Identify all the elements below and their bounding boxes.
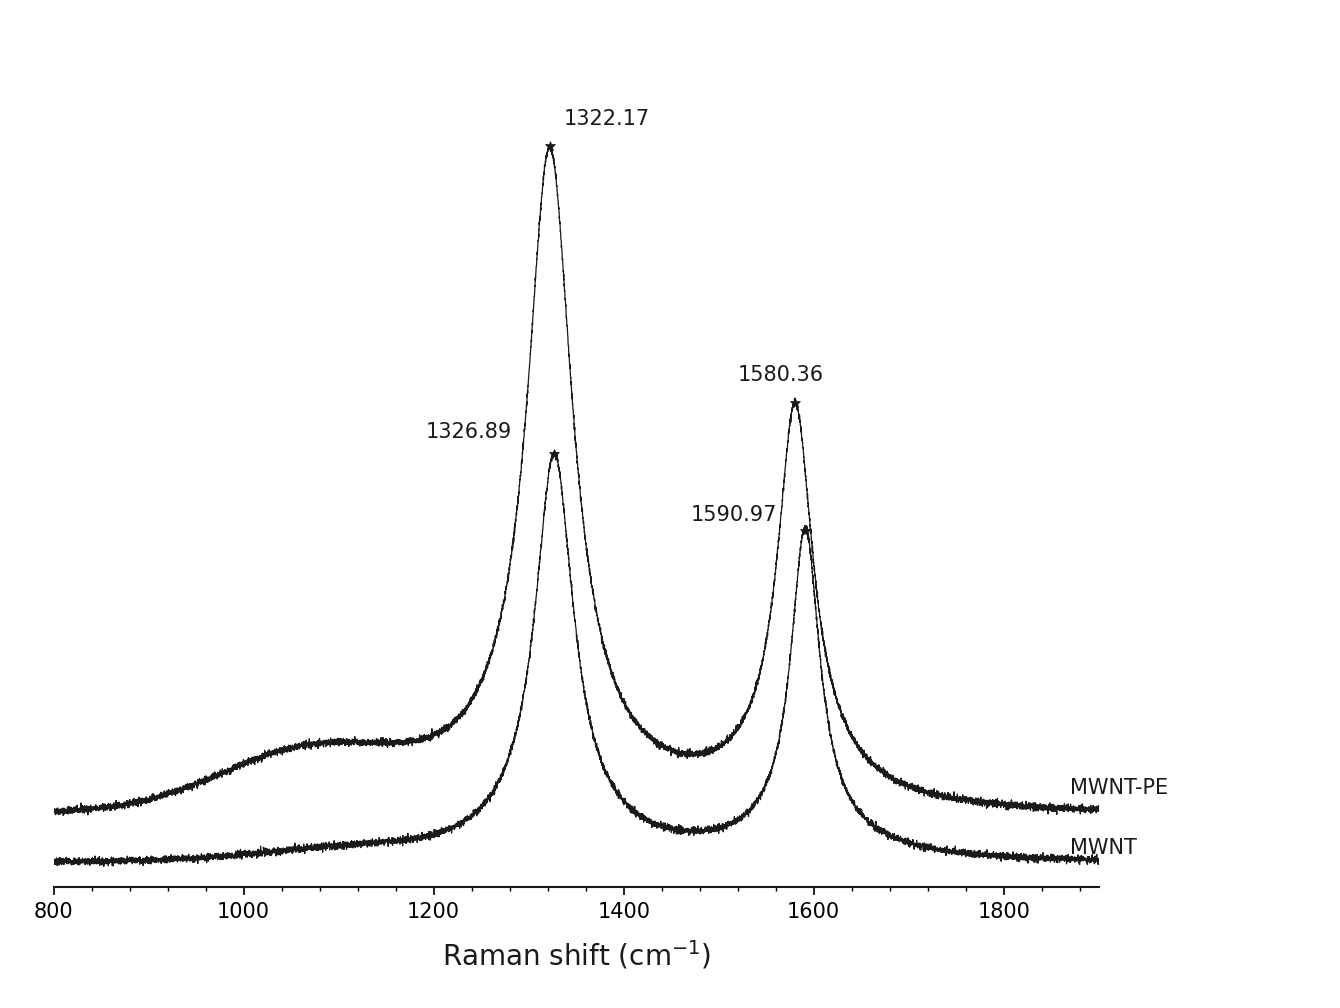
Text: MWNT: MWNT [1071, 838, 1138, 858]
Text: 1590.97: 1590.97 [691, 505, 777, 525]
Text: 1580.36: 1580.36 [738, 365, 824, 385]
Text: 1326.89: 1326.89 [426, 421, 512, 442]
Text: 1322.17: 1322.17 [564, 109, 650, 129]
Text: MWNT-PE: MWNT-PE [1071, 778, 1168, 798]
X-axis label: Raman shift (cm$^{-1}$): Raman shift (cm$^{-1}$) [442, 939, 710, 972]
